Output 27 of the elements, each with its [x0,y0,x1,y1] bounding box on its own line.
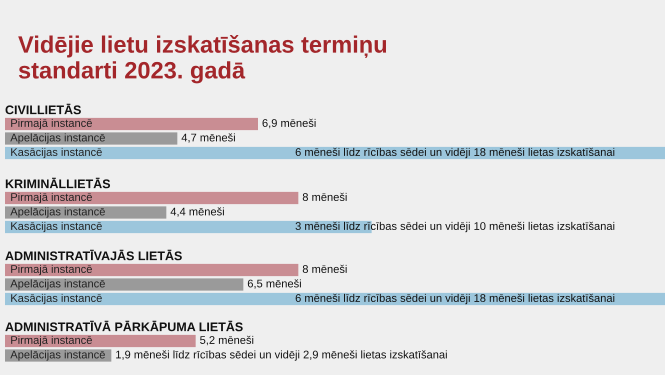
data-label: 1,9 mēneši līdz rīcības sēdei un vidēji 2,9 mēneši lietas izskatīšanai [116,350,447,361]
y-tick-label: Pirmajā instancē [11,336,92,346]
data-label: 4,4 mēneši [170,207,224,217]
data-label: 6,9 mēneši [262,118,316,128]
chart-subtitle: CIVILLIETĀS [6,104,81,114]
y-tick-label: Apelācijas instancē [10,133,105,144]
data-label: 4,7 mēneši [182,133,235,143]
data-label: 6 mēneši līdz rīcības sēdei un vidēji 18 mēneši lietas izskatīšanai [296,294,614,304]
data-label: 3 mēneši līdz rīcības sēdei un vidēji 10 mēneši lietas izskatīšanai [296,222,614,232]
y-tick-label: Pirmajā instancē [11,118,92,130]
chart-subtitle: ADMINISTRATĪVĀ PĀRKĀPUMA LIETĀS [5,320,243,332]
y-tick-label: Kasācijas instancē [11,222,102,232]
data-label: 8 mēneši [302,192,347,201]
y-tick-label: Kasācijas instancē [11,148,102,158]
y-tick-label: Apelācijas instancē [10,207,105,218]
y-tick-label: Apelācijas instancē [10,350,105,361]
y-tick-label: Pirmajā instancē [11,264,92,276]
chart-subtitle: ADMINISTRATĪVAJĀS LIETĀS [5,250,182,260]
data-label: 6 mēneši līdz rīcības sēdei un vidēji 18 mēneši lietas izskatīšanai [296,148,614,158]
data-label: 6,5 mēneši [248,279,301,289]
y-tick-label: Apelācijas instancē [10,279,105,290]
y-tick-label: Kasācijas instancē [11,294,102,304]
data-label: 5,2 mēneši [200,336,254,346]
data-label: 8 mēneši [302,264,347,273]
chart-title: Vidējie lietu izskatīšanas termiņu standarti 2023. gadā [18,35,386,84]
y-tick-label: Pirmajā instancē [11,192,92,204]
chart-subtitle: KRIMINĀLLIETĀS [6,178,110,188]
